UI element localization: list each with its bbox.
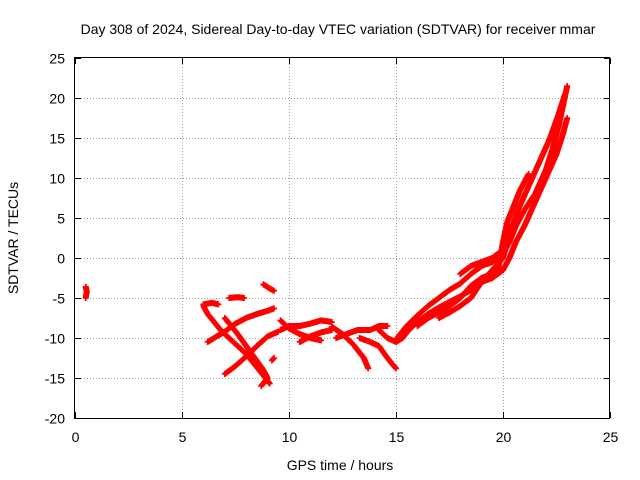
series-t13 [333, 323, 391, 341]
data-point [82, 295, 89, 301]
x-tick-label: 0 [72, 429, 80, 445]
series-t11 [296, 327, 335, 345]
y-tick-label: 25 [49, 51, 65, 67]
y-tick-label: -15 [45, 371, 65, 387]
y-axis-label: SDTVAR / TECUs [5, 182, 21, 294]
plot-frame [74, 57, 610, 419]
data-point [266, 380, 273, 387]
axis-ticks: 0 5 10 15 20 25 -20 -15 -10 -5 0 5 10 15 20 25 [45, 51, 619, 446]
y-tick-label: 10 [49, 171, 65, 187]
y-tick-label: 20 [49, 91, 65, 107]
series-t5 [221, 315, 271, 389]
series-t14 [356, 335, 399, 372]
y-tick-label: 5 [57, 211, 65, 227]
series-t2 [200, 303, 273, 387]
data-point [525, 171, 532, 177]
series-t17 [414, 115, 571, 329]
x-tick-label: 5 [179, 429, 187, 445]
data-point [564, 115, 571, 121]
data-point [384, 323, 391, 329]
data-point [318, 337, 325, 344]
y-tick-label: -20 [45, 411, 65, 427]
y-tick-label: 15 [49, 131, 65, 147]
data-point [508, 231, 515, 237]
series-t4 [226, 294, 248, 301]
data-point [258, 383, 265, 389]
series-t10 [277, 317, 335, 333]
data-point [393, 365, 399, 372]
data-point [271, 287, 278, 294]
y-tick-label: 0 [57, 251, 65, 267]
chart-title: Day 308 of 2024, Sidereal Day-to-day VTE… [81, 21, 596, 37]
series-t20 [491, 171, 532, 280]
x-tick-label: 10 [282, 429, 298, 445]
x-tick-label: 15 [389, 429, 405, 445]
data-point [271, 355, 278, 361]
x-tick-label: 20 [496, 429, 512, 445]
data-points [82, 83, 571, 389]
data-point [562, 91, 569, 97]
series-t8 [268, 355, 278, 364]
y-tick-label: -10 [45, 331, 65, 347]
data-point [564, 83, 571, 89]
data-point [215, 301, 222, 308]
series-t3 [200, 299, 222, 308]
series-t6 [221, 328, 282, 377]
series-early [82, 283, 90, 301]
data-point [271, 305, 278, 312]
x-tick-label: 25 [603, 429, 619, 445]
data-point [241, 295, 248, 301]
series-t7 [260, 281, 278, 294]
data-point [365, 365, 372, 372]
y-tick-label: -5 [53, 291, 66, 307]
x-axis-label: GPS time / hours [287, 457, 394, 473]
